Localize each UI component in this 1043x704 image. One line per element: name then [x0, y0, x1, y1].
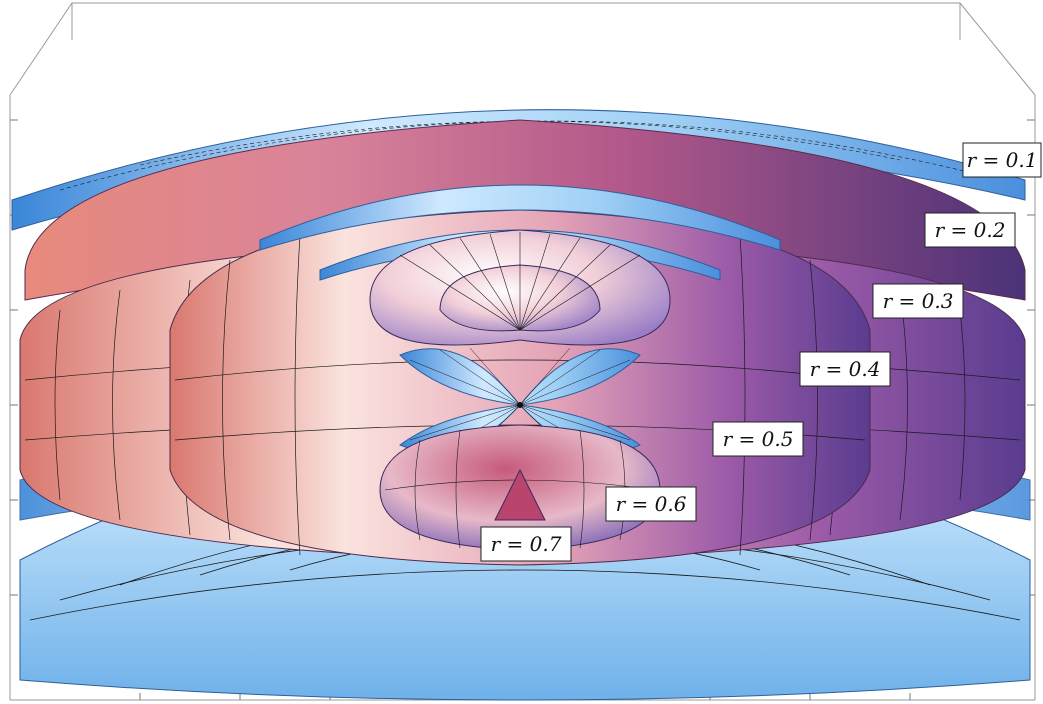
- surface-lower-lobe: [379, 424, 661, 551]
- svg-text:r = 0.2: r = 0.2: [935, 218, 1006, 242]
- svg-text:r = 0.5: r = 0.5: [723, 427, 794, 451]
- label-r05: r = 0.5: [712, 421, 804, 457]
- label-r07: r = 0.7: [480, 526, 572, 562]
- label-r02: r = 0.2: [924, 212, 1016, 248]
- center-node: [517, 402, 523, 408]
- radius-labels: r = 0.1 r = 0.2 r = 0.3 r = 0.4 r = 0.5 …: [480, 142, 1042, 562]
- svg-text:r = 0.6: r = 0.6: [616, 492, 687, 516]
- svg-text:r = 0.7: r = 0.7: [491, 532, 562, 556]
- label-r01: r = 0.1: [962, 142, 1042, 178]
- surface-upper-lobe: [369, 229, 671, 346]
- svg-text:r = 0.4: r = 0.4: [810, 357, 881, 381]
- label-r03: r = 0.3: [872, 283, 964, 319]
- label-r04: r = 0.4: [799, 351, 891, 387]
- svg-text:r = 0.3: r = 0.3: [883, 289, 954, 313]
- svg-text:r = 0.1: r = 0.1: [967, 148, 1038, 172]
- label-r06: r = 0.6: [605, 486, 697, 522]
